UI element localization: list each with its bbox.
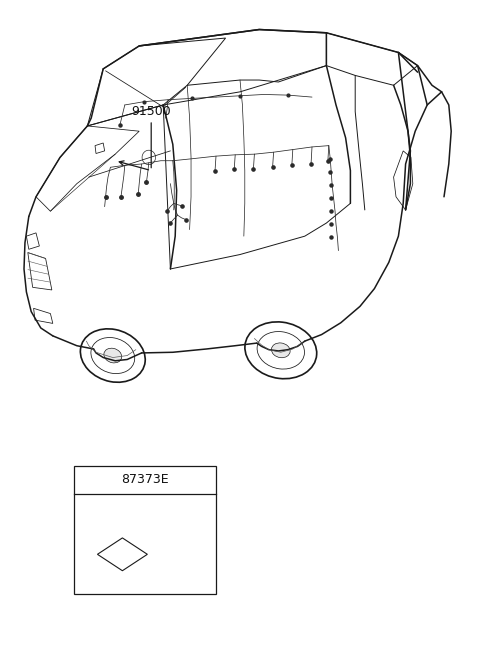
Bar (74, 466, 216, 594)
Ellipse shape (104, 348, 122, 363)
Text: 91500: 91500 (132, 105, 171, 118)
Text: 87373E: 87373E (121, 474, 169, 486)
Ellipse shape (272, 343, 290, 358)
